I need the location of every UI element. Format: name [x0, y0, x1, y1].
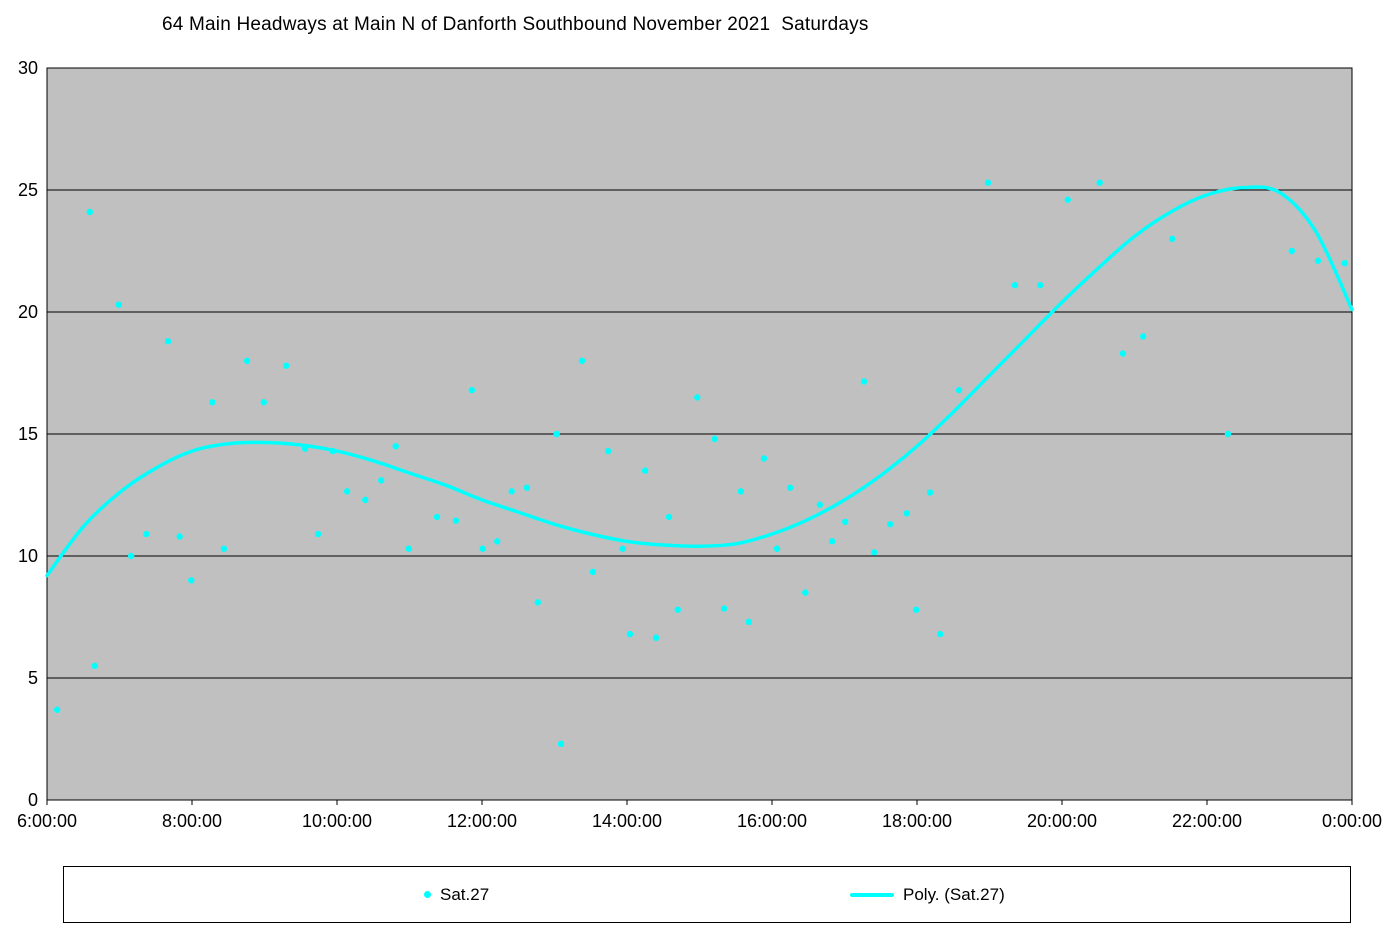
y-tick-label: 30	[18, 58, 38, 78]
scatter-point	[494, 538, 501, 545]
scatter-point	[143, 530, 150, 538]
scatter-point	[903, 510, 911, 517]
scatter-point	[53, 706, 61, 713]
x-tick-label: 12:00:00	[447, 811, 517, 831]
scatter-point	[220, 545, 228, 552]
scatter-point	[479, 545, 486, 552]
y-tick-label: 25	[18, 180, 38, 200]
scatter-point	[176, 533, 183, 540]
scatter-point	[828, 538, 836, 545]
legend-trend-label: Poly. (Sat.27)	[903, 884, 1005, 904]
scatter-point	[433, 513, 441, 521]
scatter-point	[243, 357, 251, 364]
y-tick-label: 5	[28, 668, 38, 688]
trendline-marker-icon	[850, 892, 894, 897]
scatter-point	[91, 662, 99, 669]
scatter-point	[926, 489, 934, 496]
scatter-point	[694, 394, 701, 401]
scatter-point	[760, 455, 768, 462]
scatter-point	[378, 477, 385, 484]
x-tick-label: 16:00:00	[737, 811, 807, 831]
scatter-point	[886, 521, 894, 528]
scatter-point	[871, 549, 878, 556]
series-marker-icon	[424, 891, 431, 898]
scatter-point	[626, 630, 634, 638]
scatter-point	[913, 606, 920, 613]
x-tick-label: 18:00:00	[882, 811, 952, 831]
scatter-point	[786, 484, 794, 491]
scatter-point	[1096, 179, 1103, 186]
x-tick-label: 20:00:00	[1027, 811, 1097, 831]
scatter-point	[1119, 350, 1127, 357]
scatter-point	[164, 338, 172, 345]
x-tick-label: 6:00:00	[17, 811, 77, 831]
y-tick-label: 20	[18, 302, 38, 322]
y-tick-label: 10	[18, 546, 38, 566]
scatter-point	[392, 443, 399, 450]
scatter-point	[1314, 257, 1322, 264]
scatter-point	[1140, 333, 1147, 340]
scatter-point	[508, 488, 515, 495]
scatter-point	[860, 378, 868, 385]
scatter-point	[260, 399, 267, 406]
scatter-point	[665, 513, 673, 521]
trendline-path	[45, 185, 1354, 578]
scatter-point	[405, 545, 412, 552]
scatter-point	[534, 599, 542, 606]
scatter-point	[343, 488, 351, 495]
scatter-point	[468, 386, 476, 394]
scatter-point	[1037, 281, 1044, 289]
scatter-point	[711, 435, 718, 443]
scatter-point	[955, 386, 963, 394]
scatter-point	[362, 496, 369, 504]
scatter-point	[984, 179, 992, 186]
legend-item-series: Sat.27	[424, 867, 489, 922]
scatter-point	[1288, 247, 1296, 255]
scatter-point	[209, 399, 216, 406]
scatter-point	[842, 518, 849, 526]
scatter-point	[86, 208, 93, 216]
scatter-point	[1064, 196, 1072, 203]
scatter-point	[816, 501, 824, 508]
scatter-point	[937, 630, 944, 638]
legend: Sat.27 Poly. (Sat.27)	[63, 866, 1351, 923]
scatter-point	[773, 545, 781, 552]
x-tick-label: 10:00:00	[302, 811, 372, 831]
scatter-point	[127, 552, 135, 560]
x-tick-label: 8:00:00	[162, 811, 222, 831]
scatter-point	[674, 606, 681, 613]
scatter-point	[619, 545, 626, 552]
x-tick-label: 22:00:00	[1172, 811, 1242, 831]
scatter-point	[578, 357, 586, 364]
scatter-point	[283, 362, 290, 369]
scatter-point	[452, 517, 460, 524]
scatter-point	[1169, 235, 1176, 242]
chart-title: 64 Main Headways at Main N of Danforth S…	[162, 14, 869, 35]
scatter-point	[745, 618, 752, 626]
scatter-point	[604, 447, 612, 455]
scatter-point	[720, 605, 728, 612]
legend-series-label: Sat.27	[440, 884, 490, 904]
scatter-point	[652, 634, 660, 641]
scatter-point	[557, 740, 565, 748]
scatter-point	[589, 568, 597, 576]
legend-item-trendline: Poly. (Sat.27)	[850, 867, 1005, 922]
scatter-point	[1341, 260, 1348, 267]
scatter-point	[115, 301, 122, 308]
scatter-point	[523, 484, 531, 491]
x-tick-label: 14:00:00	[592, 811, 662, 831]
scatter-point	[553, 430, 560, 438]
scatter-point	[737, 488, 745, 495]
x-tick-label: 0:00:00	[1322, 811, 1382, 831]
scatter-point	[802, 589, 809, 596]
y-tick-label: 15	[18, 424, 38, 444]
y-tick-label: 0	[28, 790, 38, 810]
scatter-point	[1224, 430, 1232, 438]
scatter-point	[641, 467, 649, 474]
scatter-point	[1011, 281, 1019, 289]
scatter-point	[314, 530, 322, 538]
scatter-point	[188, 577, 195, 584]
chart-svg: 0 5 10 15 20 25 30 6:00:00 8:00:00 10:00:00 12:00:…	[17, 58, 1382, 831]
